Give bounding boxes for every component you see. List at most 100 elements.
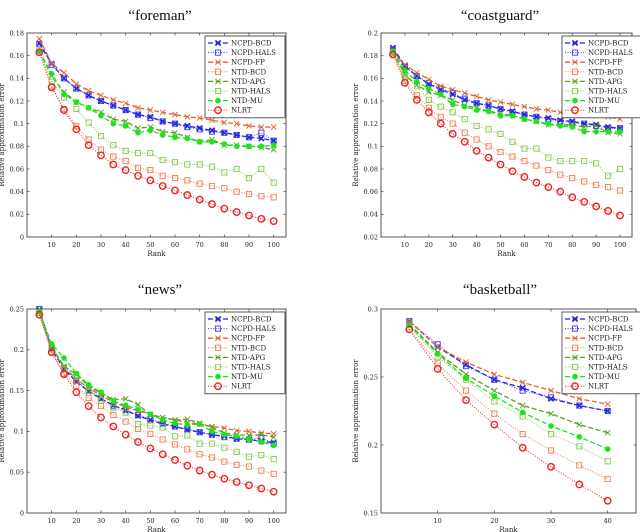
legend-label: NLRT [231,383,252,391]
data-point [171,175,179,182]
y-tick-label: 0.06 [364,188,378,196]
y-tick-label: 0.16 [364,75,378,83]
data-point [569,175,576,182]
data-point [97,413,105,422]
data-point [147,127,154,134]
data-point [147,150,154,157]
legend-label: NTD-HALS [588,364,628,372]
data-point [604,401,611,408]
legend-item: NCPD-HALS [565,49,633,57]
data-point [405,325,414,334]
data-point [593,122,600,129]
legend-item: NCPD-BCD [208,40,272,48]
data-point [159,417,166,423]
data-point [85,382,92,388]
legend-marker [572,335,578,342]
data-point [184,422,191,428]
data-point [172,111,178,118]
data-point [47,348,56,357]
data-point [220,204,229,213]
data-point [147,430,154,437]
data-point [545,107,552,113]
data-point-stroke [48,60,55,67]
data-point [84,141,93,150]
data-point [159,109,166,116]
data-point [110,404,117,411]
data-point [521,103,528,110]
x-tick-label: 40 [122,241,130,249]
y-tick-label: 0.06 [10,165,24,173]
legend-label: NCPD-BCD [231,316,272,324]
data-point [581,178,588,185]
data-point [109,160,118,169]
series-line [38,38,274,128]
legend-marker [571,382,579,391]
data-point-stroke [85,92,92,99]
y-tick-label: 0.16 [10,52,24,60]
data-point [593,181,600,188]
legend-marker [571,344,579,351]
data-point [258,439,265,445]
data-point [257,484,266,493]
data-point [425,79,432,86]
data-point-stroke [196,429,203,436]
data-point [196,440,203,447]
x-tick-label: 20 [425,241,433,249]
data-point-stroke [73,81,80,87]
x-tick-label: 20 [72,517,80,525]
data-point [463,375,469,382]
legend-label: NTD-APG [231,78,266,86]
data-point-stroke [519,402,526,409]
series-line [408,320,608,405]
data-point [604,207,612,215]
data-point [258,165,265,173]
data-point-stroke [463,359,469,365]
data-point [460,137,469,146]
x-tick-label: 30 [97,517,105,525]
x-tick-label: 100 [614,241,626,249]
x-tick-label: 30 [547,517,555,525]
y-tick-label: 0.25 [10,305,24,313]
legend-marker [214,344,222,351]
data-point [581,128,588,135]
legend-item: NCPD-BCD [208,316,272,324]
data-point-stroke [270,137,277,144]
data-point [547,447,555,454]
series-line [38,312,274,475]
data-point [233,143,240,150]
data-point [461,90,468,96]
data-point [209,138,215,145]
data-point [547,462,555,471]
data-point [473,100,480,107]
data-point [581,158,588,165]
data-point [195,466,204,475]
series-nlrt [405,325,612,505]
data-point [245,175,253,182]
data-point [147,107,154,113]
data-point-stroke [122,118,129,125]
data-point [518,443,527,452]
data-point [270,442,277,449]
data-point [84,402,93,411]
legend-item: NTD-BCD [208,344,267,352]
legend-marker [215,97,221,104]
data-point [509,138,516,145]
legend-marker [572,354,578,361]
data-point [208,440,216,447]
y-tick-label: 0.1 [14,428,24,436]
data-point [497,105,504,113]
data-point [196,126,203,133]
data-point [604,429,611,436]
data-point [270,146,277,153]
data-point-stroke [246,123,252,129]
data-point [533,118,540,125]
legend-marker [572,59,578,66]
data-point [521,116,528,122]
legend-item: NCPD-FP [208,335,265,343]
legend-marker [215,59,221,66]
data-point [72,388,81,397]
data-point-stroke [473,93,480,100]
legend-marker-stroke [215,78,221,85]
data-point [497,99,504,106]
